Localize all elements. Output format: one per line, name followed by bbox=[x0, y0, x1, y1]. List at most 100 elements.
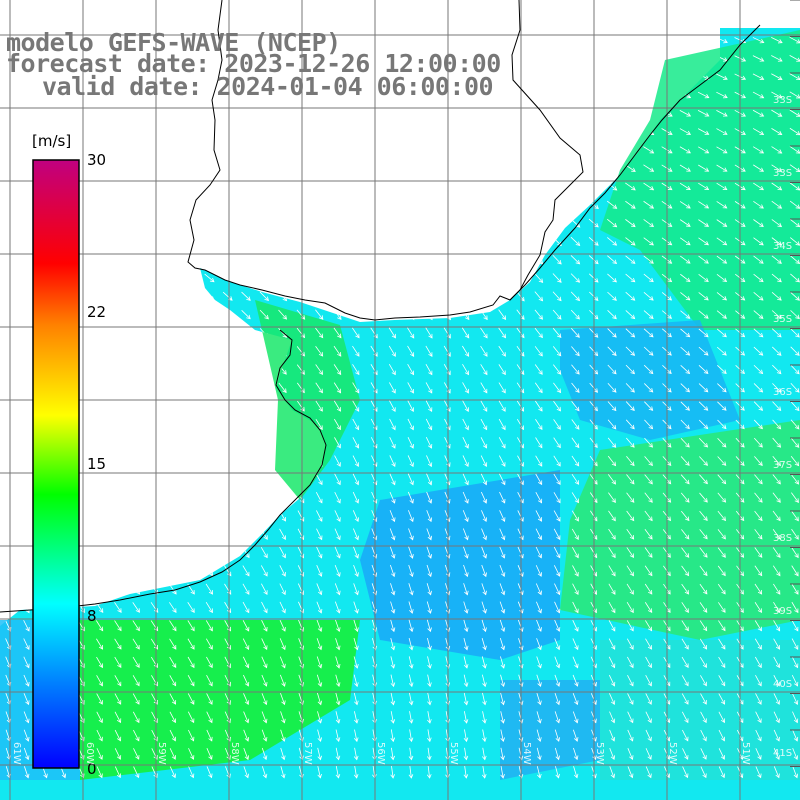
wind-arrow bbox=[169, 711, 177, 724]
wind-arrow bbox=[535, 510, 543, 522]
wind-arrow bbox=[625, 255, 636, 264]
wind-arrow bbox=[206, 748, 213, 760]
wind-arrow bbox=[132, 693, 140, 705]
wind-arrow bbox=[627, 693, 634, 705]
wind-arrow bbox=[500, 766, 505, 779]
wind-arrow bbox=[717, 365, 727, 374]
wind-arrow bbox=[334, 473, 341, 486]
wind-arrow bbox=[755, 766, 762, 779]
wind-arrow bbox=[790, 364, 800, 375]
wind-arrow bbox=[278, 382, 287, 394]
wind-arrow bbox=[534, 382, 543, 394]
wind-arrow bbox=[316, 546, 323, 559]
wind-arrow bbox=[645, 766, 652, 779]
wind-arrow bbox=[114, 675, 122, 687]
wind-arrow bbox=[754, 656, 762, 669]
wind-arrow bbox=[626, 528, 635, 540]
wind-arrow bbox=[625, 200, 636, 209]
wind-arrow bbox=[169, 638, 177, 650]
wind-arrow bbox=[791, 601, 799, 614]
wind-arrow bbox=[552, 291, 562, 302]
wind-arrow bbox=[772, 346, 782, 356]
wind-arrow bbox=[408, 510, 414, 523]
wind-arrow bbox=[279, 546, 286, 559]
wind-arrow bbox=[316, 565, 323, 577]
wind-arrow bbox=[552, 309, 562, 320]
wind-arrow bbox=[335, 638, 341, 651]
wind-arrow bbox=[408, 564, 414, 578]
wind-arrow bbox=[261, 583, 268, 595]
wind-arrow bbox=[681, 565, 690, 577]
wind-arrow bbox=[752, 55, 765, 62]
wind-arrow bbox=[607, 328, 617, 338]
wind-arrow bbox=[390, 637, 396, 651]
wind-arrow bbox=[791, 565, 799, 577]
wind-arrow bbox=[626, 638, 634, 650]
wind-arrow bbox=[790, 455, 800, 467]
wind-arrow bbox=[462, 528, 469, 541]
wind-arrow bbox=[753, 164, 765, 172]
wind-arrow bbox=[625, 291, 636, 301]
wind-arrow bbox=[626, 620, 634, 632]
wind-arrow bbox=[462, 473, 469, 486]
colorbar-tick-15: 15 bbox=[87, 455, 107, 473]
wind-arrow bbox=[571, 382, 580, 394]
wind-arrow bbox=[353, 747, 359, 761]
wind-arrow bbox=[699, 656, 707, 669]
wind-arrow bbox=[427, 711, 432, 724]
wind-arrow bbox=[681, 656, 689, 669]
wind-arrow bbox=[716, 346, 727, 356]
wind-arrow bbox=[261, 729, 268, 742]
wind-arrow bbox=[114, 711, 122, 724]
lon-label: 51W bbox=[740, 742, 751, 765]
wind-arrow bbox=[608, 638, 616, 650]
wind-arrow bbox=[407, 473, 414, 486]
wind-arrow bbox=[607, 401, 617, 412]
wind-arrow bbox=[462, 510, 469, 523]
wind-arrow bbox=[753, 346, 764, 356]
wind-arrow bbox=[426, 455, 433, 468]
wind-arrow bbox=[534, 309, 543, 320]
wind-arrow bbox=[500, 656, 506, 669]
wind-arrow bbox=[187, 602, 195, 614]
coastline-southern-brazil bbox=[509, 24, 761, 301]
wind-arrow bbox=[132, 638, 140, 650]
wind-arrow bbox=[481, 528, 488, 541]
wind-arrow bbox=[297, 528, 305, 541]
lon-label: 59W bbox=[156, 742, 167, 765]
wind-arrow bbox=[389, 437, 396, 449]
wind-arrow bbox=[716, 110, 728, 117]
wind-arrow bbox=[280, 729, 286, 742]
wind-arrow bbox=[644, 529, 653, 540]
wind-arrow bbox=[279, 638, 286, 651]
wind-arrow bbox=[517, 619, 524, 632]
wind-arrow bbox=[408, 692, 414, 706]
wind-arrow bbox=[259, 309, 269, 320]
wind-arrow bbox=[755, 711, 762, 724]
wind-arrow bbox=[463, 674, 469, 688]
wind-arrow bbox=[570, 255, 581, 265]
colorbar-unit: [m/s] bbox=[32, 132, 72, 150]
wind-arrow bbox=[791, 693, 799, 705]
wind-arrow bbox=[717, 474, 727, 485]
wind-arrow bbox=[553, 437, 561, 449]
wind-arrow bbox=[716, 164, 728, 172]
wind-arrow bbox=[753, 273, 764, 283]
wind-arrow bbox=[753, 182, 764, 191]
wind-arrow bbox=[717, 401, 727, 411]
wind-arrow bbox=[772, 510, 781, 522]
wind-arrow bbox=[534, 273, 544, 284]
wind-arrow bbox=[789, 36, 800, 44]
wind-arrow bbox=[754, 474, 763, 485]
wind-arrow bbox=[463, 546, 469, 559]
wind-arrow bbox=[571, 492, 579, 504]
lon-label: 57W bbox=[302, 742, 313, 765]
wind-arrow bbox=[625, 346, 636, 356]
wind-arrow bbox=[643, 310, 654, 319]
wind-arrow bbox=[644, 510, 653, 522]
wind-arrow bbox=[608, 601, 616, 614]
wind-arrow bbox=[572, 583, 579, 596]
wind-arrow bbox=[718, 620, 726, 632]
wind-arrow bbox=[224, 565, 232, 577]
